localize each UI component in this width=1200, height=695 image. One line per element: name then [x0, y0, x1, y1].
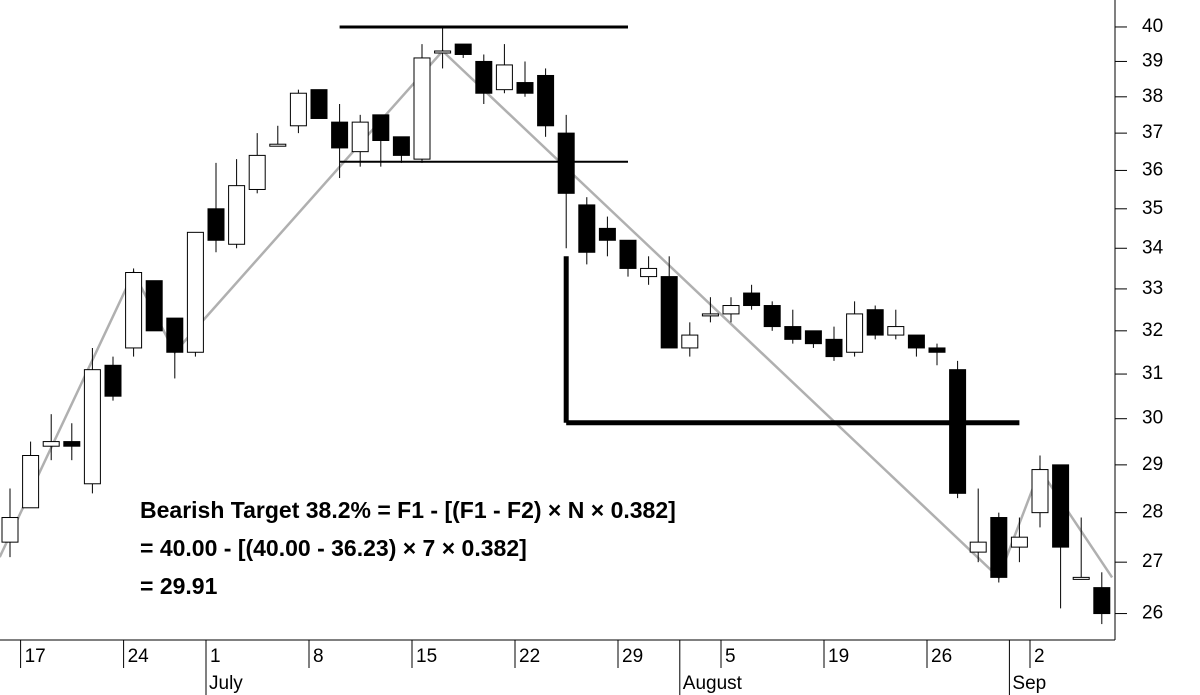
candle-body	[186, 231, 204, 353]
candle-body	[681, 334, 699, 349]
candle-body	[990, 517, 1008, 578]
candle-body	[351, 121, 369, 153]
month-label: July	[209, 673, 243, 694]
candle-body	[454, 43, 472, 55]
candle-body	[392, 136, 410, 156]
y-tick-label: 35	[1142, 198, 1163, 219]
candle-body	[928, 347, 946, 353]
candle-body	[784, 326, 802, 340]
candle-body	[516, 82, 534, 94]
y-tick-label: 40	[1142, 16, 1163, 37]
candle-body	[578, 204, 596, 253]
candle-body	[475, 60, 493, 94]
y-tick-label: 27	[1142, 551, 1163, 572]
month-label: August	[683, 673, 743, 694]
y-tick-label: 34	[1142, 237, 1164, 258]
candle-body	[846, 313, 864, 353]
candle-body	[1052, 464, 1070, 548]
candle-body	[495, 64, 513, 91]
x-tick-label: 17	[25, 646, 46, 667]
x-tick-label: 26	[931, 646, 952, 667]
candle-body	[825, 338, 843, 358]
month-label: Sep	[1012, 673, 1046, 694]
x-tick-label: 19	[828, 646, 849, 667]
candle-body	[640, 267, 658, 278]
y-tick-label: 28	[1142, 502, 1163, 523]
candle-body	[804, 330, 822, 345]
candle-body	[166, 317, 184, 353]
candle-body	[660, 276, 678, 349]
formula-text: Bearish Target 38.2% = F1 - [(F1 - F2) ×…	[140, 497, 676, 523]
candle-body	[1, 517, 19, 543]
candle-body	[289, 92, 307, 127]
candle-body	[701, 313, 719, 317]
candle-body	[557, 132, 575, 194]
candle-body	[598, 227, 616, 241]
candle-body	[207, 208, 225, 241]
candle-body	[887, 326, 905, 336]
candle-body	[22, 455, 40, 509]
candle-body	[969, 541, 987, 553]
candle-body	[104, 364, 122, 397]
candle-body	[1010, 536, 1028, 548]
candle-body	[269, 143, 287, 147]
y-tick-label: 37	[1142, 122, 1163, 143]
x-tick-label: 2	[1034, 646, 1045, 667]
candle-body	[907, 334, 925, 349]
candle-body	[434, 50, 452, 54]
y-tick-label: 36	[1142, 159, 1163, 180]
y-tick-label: 31	[1142, 363, 1163, 384]
candle-body	[145, 280, 163, 332]
formula-text: = 40.00 - [(40.00 - 36.23) × 7 × 0.382]	[140, 535, 527, 561]
candle-body	[125, 272, 143, 349]
x-tick-label: 22	[519, 646, 540, 667]
candle-body	[1072, 576, 1090, 580]
candle-body	[310, 89, 328, 119]
x-tick-label: 24	[128, 646, 150, 667]
candle-body	[248, 154, 266, 190]
x-tick-label: 15	[416, 646, 437, 667]
y-tick-label: 33	[1142, 278, 1163, 299]
x-tick-label: 1	[210, 646, 221, 667]
candle-body	[372, 114, 390, 142]
x-tick-label: 8	[313, 646, 324, 667]
y-tick-label: 26	[1142, 603, 1163, 624]
candle-body	[413, 57, 431, 160]
candle-body	[866, 309, 884, 336]
candle-body	[83, 369, 101, 485]
y-tick-label: 38	[1142, 86, 1163, 107]
candle-body	[1093, 587, 1111, 615]
candle-body	[619, 239, 637, 269]
candle-body	[42, 441, 60, 447]
candle-body	[1031, 469, 1049, 514]
candle-body	[63, 441, 81, 447]
x-tick-label: 29	[622, 646, 643, 667]
candle-body	[949, 369, 967, 494]
candle-body	[763, 305, 781, 328]
candle-body	[722, 305, 740, 315]
y-tick-label: 30	[1142, 408, 1163, 429]
y-tick-label: 32	[1142, 320, 1163, 341]
y-tick-label: 39	[1142, 50, 1163, 71]
formula-text: = 29.91	[140, 573, 218, 599]
y-tick-label: 29	[1142, 454, 1163, 475]
candle-body	[537, 74, 555, 127]
x-tick-label: 5	[725, 646, 736, 667]
candle-body	[331, 121, 349, 149]
candle-body	[743, 292, 761, 307]
candle-body	[228, 185, 246, 245]
